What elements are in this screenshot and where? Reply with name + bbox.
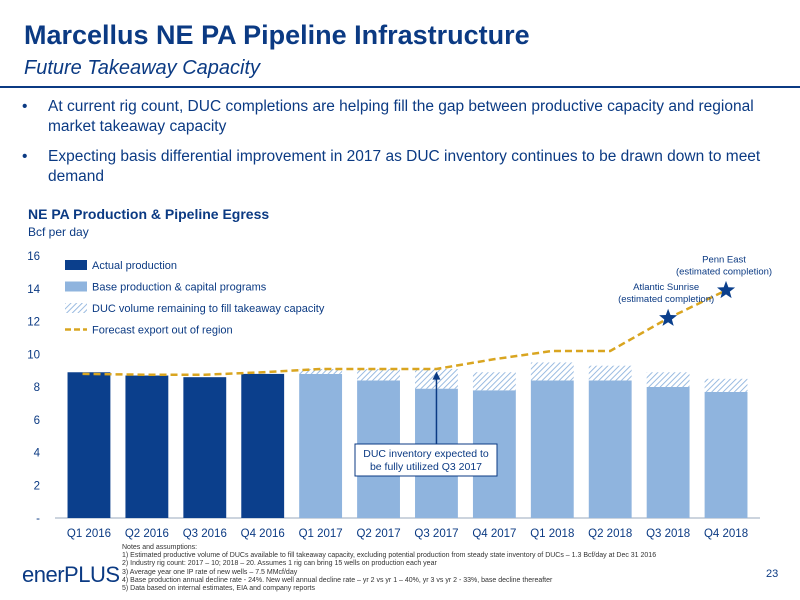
bullet-list: • At current rig count, DUC completions a… [22, 97, 782, 197]
notes-heading: Notes and assumptions: [122, 544, 198, 551]
bar-actual-production [241, 373, 285, 518]
annotation-label: Atlantic Sunrise [633, 282, 699, 293]
chart-title: NE PA Production & Pipeline Egress [28, 206, 270, 222]
slide-title: Marcellus NE PA Pipeline Infrastructure [24, 20, 530, 50]
bar-duc-volume [299, 368, 343, 374]
x-tick-label: Q4 2017 [472, 528, 516, 540]
legend-label: Base production & capital programs [92, 282, 267, 294]
bar-base-production [704, 391, 748, 518]
y-tick-label: 12 [27, 317, 40, 329]
callout-text: DUC inventory expected to [363, 448, 489, 460]
x-tick-label: Q4 2016 [241, 528, 285, 540]
bar-base-production [530, 380, 574, 518]
bar-actual-production [67, 372, 111, 518]
annotation-label: (estimated completion) [676, 266, 772, 277]
bar-base-production [299, 373, 343, 518]
x-tick-label: Q3 2018 [646, 528, 690, 540]
page-number: 23 [766, 568, 779, 580]
annotation-label: Penn East [702, 254, 746, 265]
bar-base-production [646, 387, 690, 518]
x-tick-label: Q1 2018 [530, 528, 574, 540]
bar-duc-volume [357, 368, 400, 381]
production-egress-chart: - 2 4 6 8 10 12 14 16 Q1 2016 Q2 2016 Q3 2016 Q4 201… [27, 251, 772, 540]
note-item: 4) Base production annual decline rate -… [122, 576, 553, 584]
legend-label: DUC volume remaining to fill takeaway ca… [92, 303, 325, 315]
x-tick-label: Q2 2018 [588, 528, 632, 540]
callout-text: be fully utilized Q3 2017 [370, 461, 482, 473]
y-tick-label: - [36, 513, 40, 525]
y-tick-label: 10 [27, 349, 40, 361]
legend-swatch [65, 281, 87, 292]
title-divider [0, 86, 800, 88]
bar-duc-volume [472, 372, 516, 391]
legend-swatch [65, 260, 87, 270]
legend-label: Forecast export out of region [92, 325, 233, 337]
x-tick-label: Q4 2018 [704, 528, 748, 540]
legend-swatch [65, 303, 87, 313]
bar-duc-volume [588, 365, 632, 381]
star-marker [659, 308, 678, 326]
callout-arrowhead [432, 371, 441, 380]
bar-actual-production [125, 375, 169, 518]
note-item: 2) Industry rig count: 2017 – 10; 2018 –… [122, 560, 437, 568]
x-tick-label: Q2 2016 [125, 528, 169, 540]
x-tick-label: Q1 2016 [67, 528, 111, 540]
bullet-item: • At current rig count, DUC completions a… [22, 98, 754, 135]
y-tick-label: 2 [34, 480, 40, 492]
x-tick-label: Q3 2017 [414, 528, 458, 540]
y-tick-label: 6 [34, 415, 40, 427]
slide-subtitle: Future Takeaway Capacity [24, 57, 261, 79]
legend-label: Actual production [92, 260, 177, 272]
y-tick-label: 16 [27, 251, 40, 263]
star-marker [717, 280, 736, 299]
annotation-label: (estimated completion) [618, 294, 714, 305]
bullet-item: • Expecting basis differential improvemen… [22, 148, 761, 185]
company-logo: enerPLUS [22, 562, 120, 587]
y-tick-label: 14 [27, 284, 40, 296]
callout-box [354, 443, 498, 477]
bar-actual-production [183, 377, 227, 518]
bar-duc-volume [646, 372, 690, 387]
bar-base-production [588, 380, 632, 518]
y-tick-label: 8 [34, 382, 40, 394]
x-tick-label: Q1 2017 [299, 528, 343, 540]
x-tick-label: Q3 2016 [183, 528, 227, 540]
note-item: 3) Average year one IP rate of new wells… [122, 568, 298, 576]
y-tick-label: 4 [34, 448, 41, 460]
forecast-export-line [82, 289, 727, 376]
notes-block: Notes and assumptions: 1) Estimated prod… [122, 544, 762, 593]
note-item: 1) Estimated productive volume of DUCs a… [122, 552, 657, 560]
x-tick-label: Q2 2017 [356, 528, 400, 540]
chart-y-unit: Bcf per day [28, 225, 89, 239]
bar-duc-volume [530, 362, 574, 381]
note-item: 5) Data based on internal estimates, EIA… [122, 585, 315, 593]
bar-duc-volume [704, 378, 748, 392]
